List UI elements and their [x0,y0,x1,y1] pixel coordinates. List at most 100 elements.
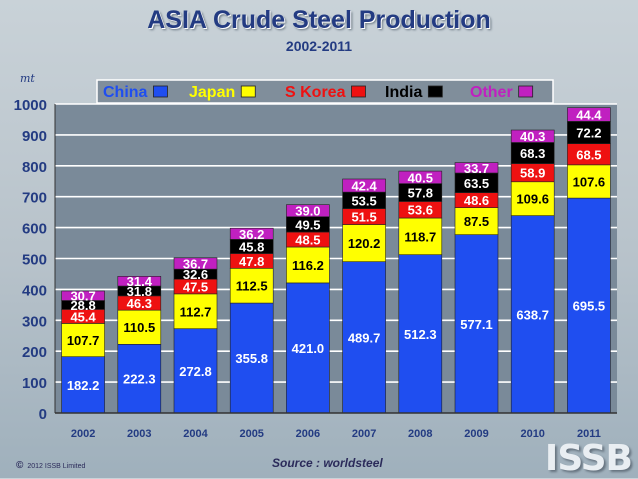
data-label: 47.5 [183,280,208,295]
legend-label: India [385,84,422,101]
data-label: 107.6 [573,174,606,189]
data-label: 68.5 [576,147,601,162]
legend-swatch [153,85,168,98]
data-label: 638.7 [516,307,549,322]
x-tick-label: 2007 [352,428,376,440]
data-label: 68.3 [520,146,545,161]
bar-segment [286,246,330,284]
data-label: 107.7 [67,333,100,348]
data-label: 577.1 [460,317,493,332]
bar-segment [61,356,105,414]
bar-segment [173,257,218,270]
legend: China Japan S Korea India Other [96,79,554,104]
data-label: 45.8 [239,239,264,254]
legend-label: Japan [189,84,235,101]
bar-segment [342,178,386,193]
data-label: 46.3 [127,296,152,311]
bar-segment [510,181,555,216]
data-label: 32.6 [183,267,208,282]
x-tick-label: 2003 [127,428,151,440]
copyright-text: 2012 ISSB Limited [27,463,86,470]
y-tick-label: 500 [22,252,47,269]
y-axis-unit-label: mt [20,72,35,85]
x-tick-label: 2011 [577,428,601,440]
legend-label: China [103,84,148,101]
data-label: 33.7 [464,161,489,176]
data-label: 49.5 [295,217,320,232]
y-tick-label: 400 [22,282,47,299]
data-label: 58.9 [520,166,545,181]
bar-segment [454,207,499,235]
data-label: 120.2 [348,236,381,251]
bar-segment [342,261,386,414]
data-label: 45.4 [70,309,96,324]
bar-segment [567,107,611,122]
bar-segment [117,276,162,287]
x-tick-label: 2004 [183,428,208,440]
x-tick-label: 2002 [71,428,95,440]
data-label: 116.2 [292,258,324,273]
data-label: 53.5 [351,193,376,208]
data-label: 182.2 [67,378,100,393]
legend-label: S Korea [285,84,346,101]
data-label: 44.4 [576,108,602,123]
chart-subtitle: 2002-2011 [285,38,353,54]
chart-title: ASIA Crude Steel Production [147,6,491,34]
y-tick-label: 900 [22,128,47,145]
data-label: 222.3 [123,372,156,387]
bar-segment [229,267,274,304]
data-label: 42.4 [351,179,377,194]
x-tick-label: 2009 [464,428,488,440]
issb-logo: ISSB [544,438,633,479]
data-label: 31.8 [127,284,152,299]
bar-segment [229,227,274,240]
bar-segment [286,204,330,218]
bar-segment [342,224,386,262]
data-label: 118.7 [404,229,436,244]
legend-swatch [240,85,256,98]
legend-label: Other [470,84,513,101]
data-label: 112.5 [236,279,268,294]
bar-segment [398,170,443,184]
data-label: 355.8 [235,351,268,366]
y-tick-label: 700 [22,190,47,207]
data-label: 40.3 [520,129,545,144]
data-label: 28.8 [70,298,95,313]
y-tick-label: 300 [22,313,47,330]
data-label: 109.6 [516,192,549,207]
bars: 182.2 107.7 45.428.830.7 222.3 110.5 46.331.8… [61,107,611,414]
y-tick-label: 600 [22,221,47,238]
data-label: 57.8 [408,186,433,201]
data-label: 40.5 [408,170,433,185]
legend-swatch [518,85,534,98]
y-tick-label: 800 [22,159,47,176]
bar-segment [454,162,499,174]
data-label: 53.6 [408,203,433,218]
x-tick-label: 2006 [296,428,320,440]
data-label: 512.3 [404,327,437,342]
y-tick-label: 100 [22,375,47,392]
copyright-note: © 2012 ISSB Limited [16,460,85,471]
data-label: 51.5 [351,210,376,225]
data-label: 421.0 [292,341,325,356]
data-label: 112.7 [180,304,212,319]
y-tick-label: 1000 [14,97,47,114]
bar-segment [61,323,105,358]
bar-segment [117,309,162,345]
data-label: 87.5 [464,214,489,229]
bar-segment [61,290,105,301]
bar-segment [567,197,611,414]
bar-segment [173,293,218,330]
data-label: 39.0 [295,204,320,219]
legend-swatch [427,85,443,98]
data-label: 47.8 [239,254,264,269]
axes: 0 100 200 300 400 500 600 700 800 900 1000 2002 2003… [14,97,617,440]
y-tick-label: 0 [39,406,47,423]
bar-segment [229,302,274,414]
copyright-symbol: © [16,460,24,471]
data-label: 36.2 [239,227,264,242]
legend-swatch [351,85,366,98]
data-label: 48.6 [464,193,489,208]
bar-segment [510,129,555,143]
